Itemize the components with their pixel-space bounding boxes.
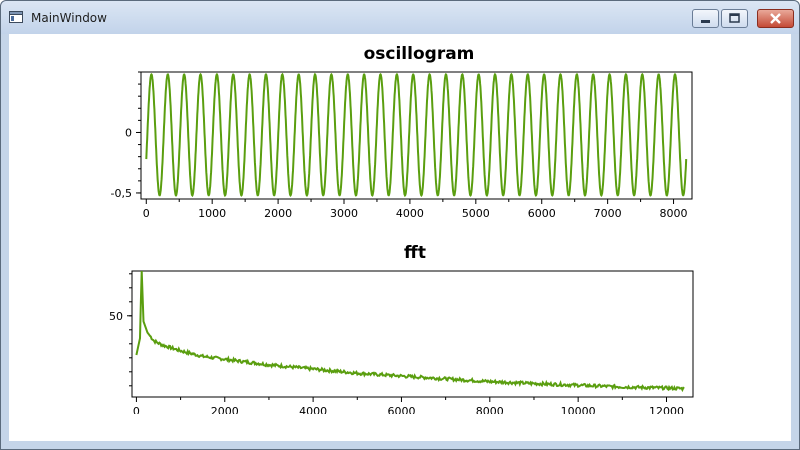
fft-x-tick-label: 0 xyxy=(133,405,140,414)
fft-series-line xyxy=(135,270,685,393)
oscillogram-x-tick-label: 8000 xyxy=(660,207,688,220)
fft-title: fft xyxy=(404,243,426,263)
oscillogram-chart: 0 1000 2000 3000 4000 5000 6000 7000 8000 0 -0,5 xyxy=(111,71,693,220)
fft-x-tick-label: 6000 xyxy=(387,405,415,414)
oscillogram-y-tick-label: -0,5 xyxy=(111,187,132,200)
oscillogram-plot-frame xyxy=(140,71,693,200)
client-area: oscillogram 0 1000 2000 3000 4000 5000 6000 700… xyxy=(9,34,791,441)
fft-x-tick-label: 10000 xyxy=(561,405,596,414)
title-bar[interactable]: MainWindow xyxy=(1,1,799,34)
window-title: MainWindow xyxy=(31,11,107,25)
oscillogram-x-tick-label: 2000 xyxy=(264,207,292,220)
oscillogram-x-tick-label: 6000 xyxy=(528,207,556,220)
close-button[interactable] xyxy=(757,9,794,28)
oscillogram-series-line xyxy=(145,72,688,198)
oscillogram-x-tick-label: 5000 xyxy=(462,207,490,220)
minimize-button[interactable] xyxy=(692,9,719,28)
fft-x-tick-label: 4000 xyxy=(299,405,327,414)
oscillogram-x-tick-label: 7000 xyxy=(594,207,622,220)
oscillogram-x-tick-label: 3000 xyxy=(330,207,358,220)
oscillogram-x-tick-label: 0 xyxy=(143,207,150,220)
oscillogram-x-tick-label: 4000 xyxy=(396,207,424,220)
close-icon xyxy=(770,13,781,24)
oscillogram-title: oscillogram xyxy=(363,44,475,64)
maximize-icon xyxy=(729,13,740,23)
oscillogram-x-tick-label: 1000 xyxy=(198,207,226,220)
fft-y-tick-label: 50 xyxy=(109,310,123,323)
app-window-icon xyxy=(9,11,23,23)
fft-x-tick-label: 12000 xyxy=(649,405,684,414)
maximize-button[interactable] xyxy=(721,9,748,28)
fft-chart: 0 2000 4000 6000 8000 10000 12000 50 xyxy=(109,270,694,414)
fft-x-tick-label: 2000 xyxy=(211,405,239,414)
oscillogram-y-tick-label: 0 xyxy=(125,126,132,139)
minimize-icon xyxy=(701,20,710,23)
fft-plot-frame xyxy=(131,270,694,398)
fft-x-tick-label: 8000 xyxy=(476,405,504,414)
